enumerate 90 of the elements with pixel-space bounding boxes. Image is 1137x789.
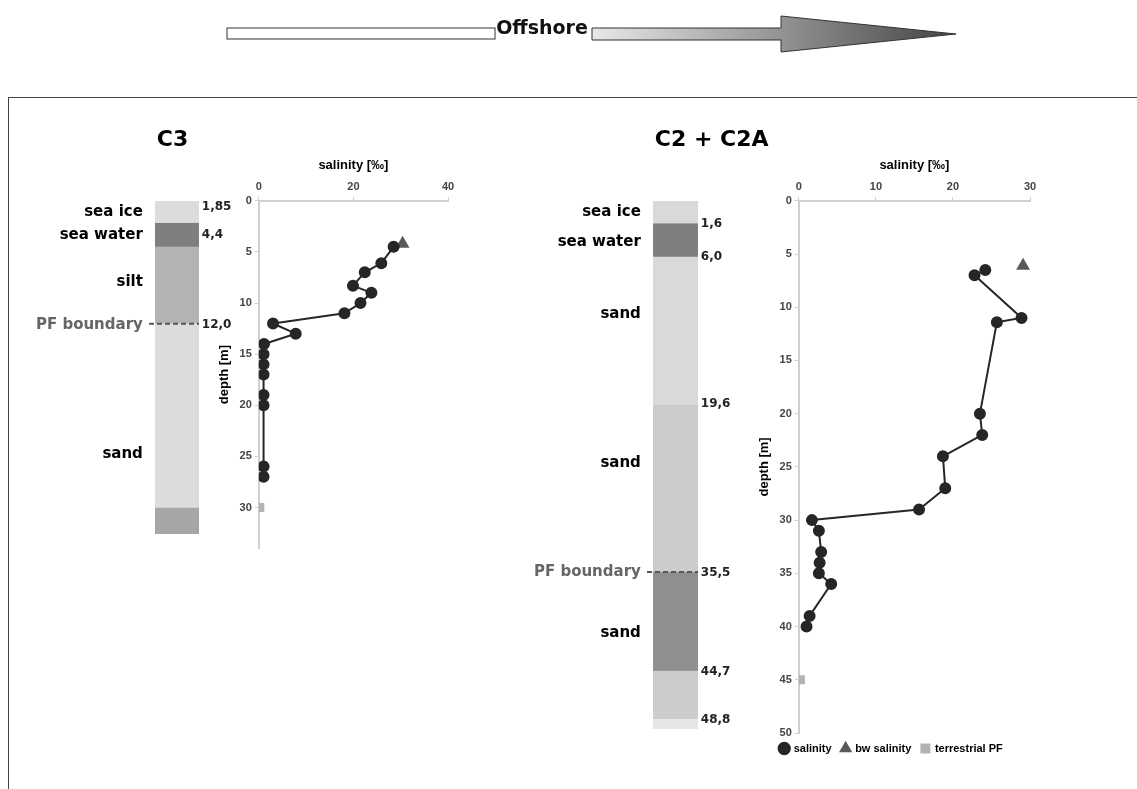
point xyxy=(979,263,992,276)
x-tick-label: 10 xyxy=(869,180,883,193)
y-tick-label: 0 xyxy=(245,193,252,206)
text: PF boundary xyxy=(533,561,641,580)
text: 35,5 xyxy=(700,564,731,579)
point xyxy=(803,609,816,622)
y-tick-label: 30 xyxy=(779,513,792,526)
x-tick-label: 40 xyxy=(441,180,455,193)
y-axis-title: depth [m] xyxy=(216,344,232,405)
point xyxy=(825,577,838,590)
y-tick-label: 10 xyxy=(239,296,252,309)
legend-label: salinity xyxy=(793,741,833,754)
y-tick-label: 25 xyxy=(239,449,252,462)
point xyxy=(1015,311,1028,324)
x-tick-label: 0 xyxy=(795,180,802,193)
text: PF boundary xyxy=(35,314,143,333)
text: sea ice xyxy=(84,202,143,221)
point xyxy=(936,450,949,463)
x-tick-label: 0 xyxy=(255,180,262,193)
point xyxy=(812,524,825,537)
point xyxy=(913,503,926,516)
point xyxy=(258,348,270,361)
y-tick-label: 15 xyxy=(779,353,792,366)
point xyxy=(798,675,805,685)
x-axis-title: salinity [‰] xyxy=(879,157,950,173)
x-tick-label: 20 xyxy=(347,180,360,193)
text: 12,0 xyxy=(201,316,232,331)
point xyxy=(258,337,271,350)
text: sand xyxy=(600,622,641,641)
x-tick-label: 30 xyxy=(1023,180,1037,193)
point xyxy=(1016,258,1030,270)
text: sand xyxy=(600,303,641,322)
point xyxy=(354,297,367,310)
point xyxy=(365,286,378,299)
y-axis-title: depth [m] xyxy=(756,437,772,497)
point xyxy=(805,514,818,527)
text: 48,8 xyxy=(700,712,731,727)
point xyxy=(258,399,270,412)
text: sand xyxy=(600,452,641,471)
y-tick-label: 5 xyxy=(785,247,792,260)
y-tick-label: 20 xyxy=(239,398,252,411)
point xyxy=(973,407,986,420)
point xyxy=(976,428,989,441)
point xyxy=(358,266,371,279)
point xyxy=(338,307,351,320)
chart-title: C3 xyxy=(156,126,189,151)
point xyxy=(258,358,270,371)
y-tick-label: 40 xyxy=(779,619,792,632)
y-tick-label: 25 xyxy=(779,459,792,472)
point xyxy=(939,482,952,495)
text: Offshore xyxy=(496,16,588,38)
text: 44,7 xyxy=(700,663,731,678)
y-tick-label: 50 xyxy=(779,726,792,739)
y-tick-label: 0 xyxy=(785,193,792,206)
y-tick-label: 45 xyxy=(779,672,792,685)
chart-title: C2 + C2A xyxy=(654,126,769,151)
text: sea ice xyxy=(582,202,641,221)
legend-label: terrestrial PF xyxy=(934,741,1004,754)
point xyxy=(815,546,828,559)
y-tick-label: 15 xyxy=(239,347,252,360)
legend-label: bw salinity xyxy=(855,741,913,754)
point xyxy=(346,279,359,292)
point xyxy=(267,317,280,330)
text: 1,85 xyxy=(201,199,232,213)
y-tick-label: 30 xyxy=(239,500,252,513)
point xyxy=(258,460,270,473)
y-tick-label: 20 xyxy=(779,406,792,419)
text: sand xyxy=(102,443,143,462)
y-tick-label: 35 xyxy=(779,566,792,579)
text: 6,0 xyxy=(700,248,723,263)
point xyxy=(812,567,825,580)
text: 1,6 xyxy=(700,216,723,231)
text: silt xyxy=(116,271,143,290)
point xyxy=(990,316,1003,329)
point xyxy=(289,327,302,340)
point xyxy=(258,368,270,381)
text: sea water xyxy=(59,225,143,244)
point xyxy=(375,257,388,270)
text: sea water xyxy=(557,231,641,250)
point xyxy=(258,470,270,483)
point xyxy=(800,620,813,633)
text: 19,6 xyxy=(700,396,731,411)
x-tick-label: 20 xyxy=(946,180,960,193)
y-tick-label: 10 xyxy=(779,300,792,313)
x-axis-title: salinity [‰] xyxy=(318,157,389,173)
text: 4,4 xyxy=(201,227,224,242)
point xyxy=(968,269,981,282)
point xyxy=(387,240,400,253)
y-tick-label: 5 xyxy=(245,244,252,257)
point xyxy=(813,556,826,569)
